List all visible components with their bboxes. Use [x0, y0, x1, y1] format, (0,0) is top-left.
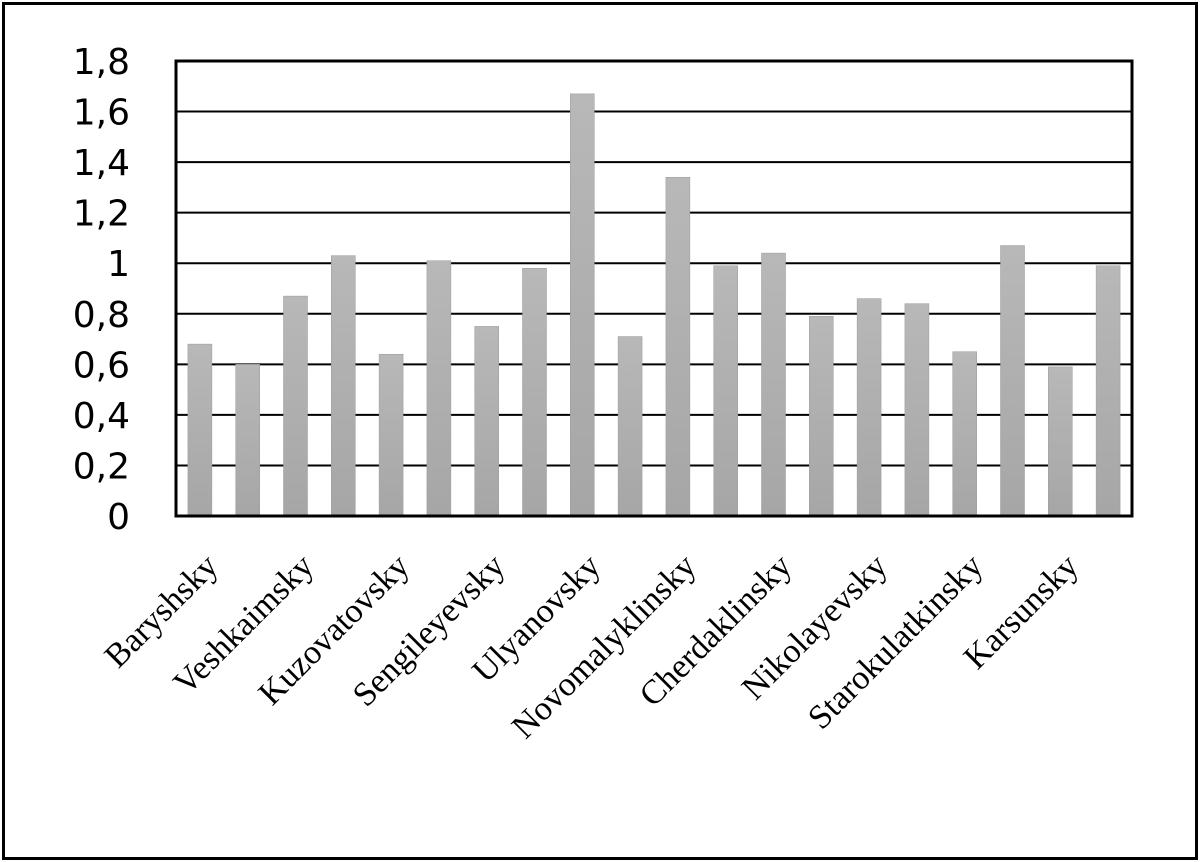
y-tick-label: 1,4 [73, 143, 130, 184]
y-tick-label: 0,2 [73, 446, 130, 487]
bar [235, 364, 260, 517]
bar [761, 252, 786, 517]
gridlines [176, 60, 1132, 517]
bar [856, 298, 882, 517]
bar [1048, 366, 1073, 517]
bar [570, 93, 595, 517]
bar [378, 353, 404, 517]
x-axis-ticks: BaryshskyVeshkaimskyKuzovatovskySengiley… [98, 547, 1086, 745]
bar [952, 351, 977, 517]
y-tick-label: 0,4 [73, 396, 130, 437]
bar [809, 316, 834, 517]
bar [522, 268, 547, 517]
plot-area-border [174, 59, 1134, 518]
y-tick-label: 1,8 [73, 42, 130, 83]
y-tick-label: 0,8 [73, 295, 130, 336]
bar [617, 336, 643, 517]
bar [904, 303, 930, 517]
x-tick-label: Starokulatkinsky [801, 547, 990, 736]
bar [426, 260, 452, 517]
bar [1095, 265, 1121, 517]
y-tick-label: 0 [107, 497, 130, 538]
bar [665, 177, 691, 517]
bar [1000, 245, 1025, 517]
bar [331, 255, 356, 517]
bars [187, 93, 1121, 517]
y-tick-label: 1,6 [73, 93, 130, 134]
y-tick-label: 0,6 [73, 345, 130, 386]
y-tick-label: 1 [107, 244, 130, 285]
bar [187, 343, 213, 517]
bar [474, 326, 499, 517]
y-axis-ticks: 0 0,2 0,4 0,6 0,8 1 1,2 1,4 1,6 1,8 [73, 42, 130, 538]
bar [713, 265, 738, 517]
bar [283, 295, 308, 517]
y-tick-label: 1,2 [73, 194, 130, 235]
